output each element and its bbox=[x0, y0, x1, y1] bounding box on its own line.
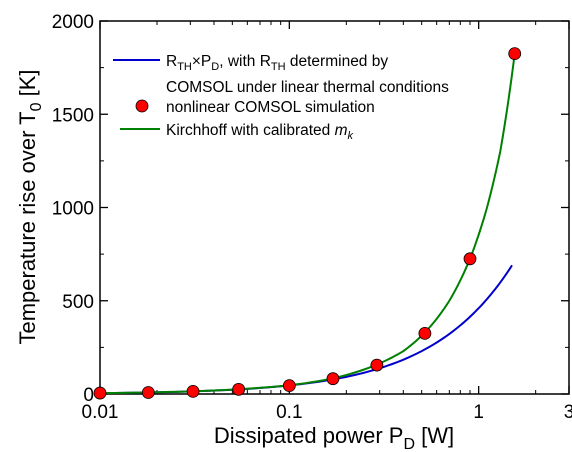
legend-label-rth: RTH×PD, with RTH determined by bbox=[166, 53, 388, 73]
legend-kirchhoff-text: Kirchhoff with calibrated bbox=[166, 122, 335, 139]
x-tick-label: 0.01 bbox=[82, 402, 119, 423]
x-axis-title-main: Dissipated power P bbox=[214, 423, 404, 448]
x-axis-title-sub: D bbox=[403, 436, 415, 452]
data-point bbox=[418, 326, 432, 340]
legend-rth-mid: , with R bbox=[219, 53, 271, 70]
data-point bbox=[508, 47, 522, 61]
rth-linear-line bbox=[99, 264, 513, 395]
y-tick-label: 1500 bbox=[52, 105, 94, 126]
y-axis-title: Temperature rise over T0 [K] bbox=[15, 69, 45, 344]
data-point bbox=[370, 358, 384, 372]
data-point bbox=[232, 382, 246, 396]
x-tick-label: 3 bbox=[564, 402, 572, 423]
data-point bbox=[463, 252, 477, 266]
x-axis-title: Dissipated power PD [W] bbox=[214, 423, 454, 452]
legend-rth-times: ×P bbox=[192, 53, 211, 70]
kirchhoff-line bbox=[99, 53, 516, 395]
legend-kirchhoff-m-sub: k bbox=[348, 130, 354, 142]
legend-swatch-comsol-marker bbox=[135, 99, 149, 113]
data-point bbox=[186, 384, 200, 398]
legend-label-rth-line2: COMSOL under linear thermal conditions bbox=[166, 79, 449, 96]
data-point bbox=[93, 386, 107, 400]
legend: RTH×PD, with RTH determined by COMSOL un… bbox=[113, 53, 449, 142]
legend-rth-end: determined by bbox=[286, 53, 389, 70]
plot-frame bbox=[99, 20, 570, 395]
x-axis-title-unit: [W] bbox=[415, 423, 454, 448]
data-point bbox=[141, 386, 155, 399]
y-axis-title-main: Temperature rise over T bbox=[15, 111, 40, 344]
legend-label-comsol: nonlinear COMSOL simulation bbox=[166, 99, 375, 116]
legend-kirchhoff-m: m bbox=[335, 122, 348, 139]
data-point bbox=[326, 372, 340, 386]
legend-rth-p-sub: D bbox=[211, 61, 219, 73]
y-tick-label: 1000 bbox=[52, 199, 94, 220]
x-tick-label: 0.1 bbox=[276, 402, 302, 423]
y-axis-title-unit: [K] bbox=[15, 69, 40, 102]
ticks: 0.01 0.1 1 3 0 500 1000 1500 2000 bbox=[52, 12, 572, 423]
legend-rth-r: R bbox=[166, 53, 177, 70]
y-tick-label: 0 bbox=[83, 385, 94, 406]
x-tick-label: 1 bbox=[473, 402, 484, 423]
y-tick-label: 500 bbox=[62, 292, 94, 313]
plot-area-frame bbox=[99, 20, 570, 395]
y-axis-title-sub: 0 bbox=[28, 102, 45, 111]
series-layer bbox=[93, 47, 522, 400]
y-tick-label: 2000 bbox=[52, 12, 94, 33]
legend-rth-r-sub: TH bbox=[177, 61, 192, 73]
legend-label-kirchhoff: Kirchhoff with calibrated mk bbox=[166, 122, 354, 142]
data-point bbox=[282, 379, 296, 393]
legend-rth-r2-sub: TH bbox=[271, 61, 286, 73]
